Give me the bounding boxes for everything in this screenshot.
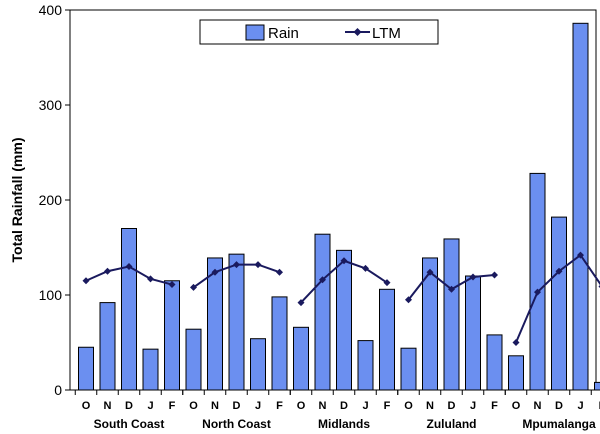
rain-bar (465, 275, 481, 391)
month-label: O (512, 400, 521, 412)
ltm-marker (276, 268, 283, 276)
ltm-marker (211, 268, 219, 276)
month-label: O (404, 400, 413, 412)
y-tick-label: 300 (39, 97, 63, 113)
rain-bar (336, 249, 352, 391)
rain-bars (78, 22, 600, 391)
month-label: O (189, 400, 198, 412)
y-axis: 0 100 200 300 400 (39, 2, 70, 398)
region-label: Midlands (318, 417, 370, 431)
month-label: O (82, 400, 91, 412)
month-label: D (233, 400, 241, 412)
rain-bar (271, 296, 288, 391)
y-tick-label: 200 (39, 192, 63, 208)
legend-rain-swatch (245, 24, 265, 41)
month-label: J (255, 400, 261, 412)
rain-bar (572, 22, 589, 391)
y-tick-label: 0 (54, 382, 62, 398)
rain-bar (164, 280, 180, 391)
plot-area (69, 9, 597, 391)
rain-bar (185, 328, 202, 391)
rain-bar (357, 340, 374, 391)
ltm-marker (254, 261, 262, 269)
month-label: N (534, 400, 542, 412)
rain-bar (121, 228, 137, 391)
month-label: F (384, 400, 391, 412)
legend: Rain LTM (199, 19, 439, 45)
y-tick-label: 400 (39, 2, 63, 18)
month-label: D (340, 400, 348, 412)
region-label: South Coast (94, 417, 165, 431)
rain-bar (142, 348, 159, 391)
month-label: F (491, 400, 498, 412)
legend-ltm-label: LTM (372, 25, 401, 42)
month-label: D (125, 400, 133, 412)
ltm-marker (319, 276, 326, 284)
legend-box (199, 19, 439, 45)
region-label: North Coast (202, 417, 271, 431)
ltm-marker (426, 268, 434, 276)
ltm-marker (469, 273, 477, 281)
rain-bar (314, 233, 331, 391)
month-label: N (426, 400, 434, 412)
ltm-marker (82, 277, 90, 285)
month-label: N (211, 400, 219, 412)
rain-bar (228, 253, 245, 391)
ltm-lines (82, 251, 600, 346)
rain-bar (422, 257, 438, 391)
y-axis-label: Total Rainfall (mm) (9, 138, 25, 263)
ltm-marker (190, 283, 197, 291)
rain-bar (379, 288, 395, 391)
ltm-marker (147, 275, 154, 283)
ltm-marker (534, 288, 541, 296)
rain-bar (250, 338, 266, 391)
ltm-marker (233, 261, 240, 269)
month-label: N (319, 400, 327, 412)
rain-bar (551, 216, 567, 391)
rain-bar (443, 238, 460, 391)
month-label: J (362, 400, 368, 412)
month-label: D (448, 400, 456, 412)
rain-bar (529, 172, 546, 391)
y-tick-label: 100 (39, 287, 63, 303)
month-label: F (599, 400, 600, 412)
ltm-marker (448, 285, 455, 293)
month-label: O (297, 400, 306, 412)
ltm-marker (340, 257, 348, 265)
region-label: Zululand (427, 417, 477, 431)
rain-bar (78, 346, 94, 391)
rain-bar (508, 355, 524, 391)
month-label: J (470, 400, 476, 412)
ltm-marker (555, 267, 563, 275)
month-label: D (555, 400, 563, 412)
ltm-marker (168, 281, 176, 289)
ltm-marker (577, 251, 584, 259)
rain-bar (400, 347, 417, 391)
legend-ltm-marker (353, 28, 362, 36)
rain-bar (293, 326, 309, 391)
rain-bar (594, 381, 600, 391)
ltm-marker (362, 264, 369, 272)
month-label: F (169, 400, 176, 412)
ltm-marker (297, 299, 305, 307)
ltm-marker (383, 279, 391, 287)
region-label: Mpumalanga (522, 417, 596, 431)
ltm-marker (491, 271, 498, 279)
month-label: N (104, 400, 112, 412)
legend-rain-label: Rain (268, 25, 299, 42)
month-label: J (147, 400, 153, 412)
ltm-marker (104, 267, 111, 275)
ltm-marker (512, 339, 520, 346)
ltm-marker (405, 296, 412, 304)
month-label: F (276, 400, 283, 412)
ltm-marker (125, 263, 133, 270)
rain-bar (207, 257, 223, 391)
month-label: J (577, 400, 583, 412)
rain-bar (99, 302, 116, 391)
rain-bar (486, 334, 503, 391)
